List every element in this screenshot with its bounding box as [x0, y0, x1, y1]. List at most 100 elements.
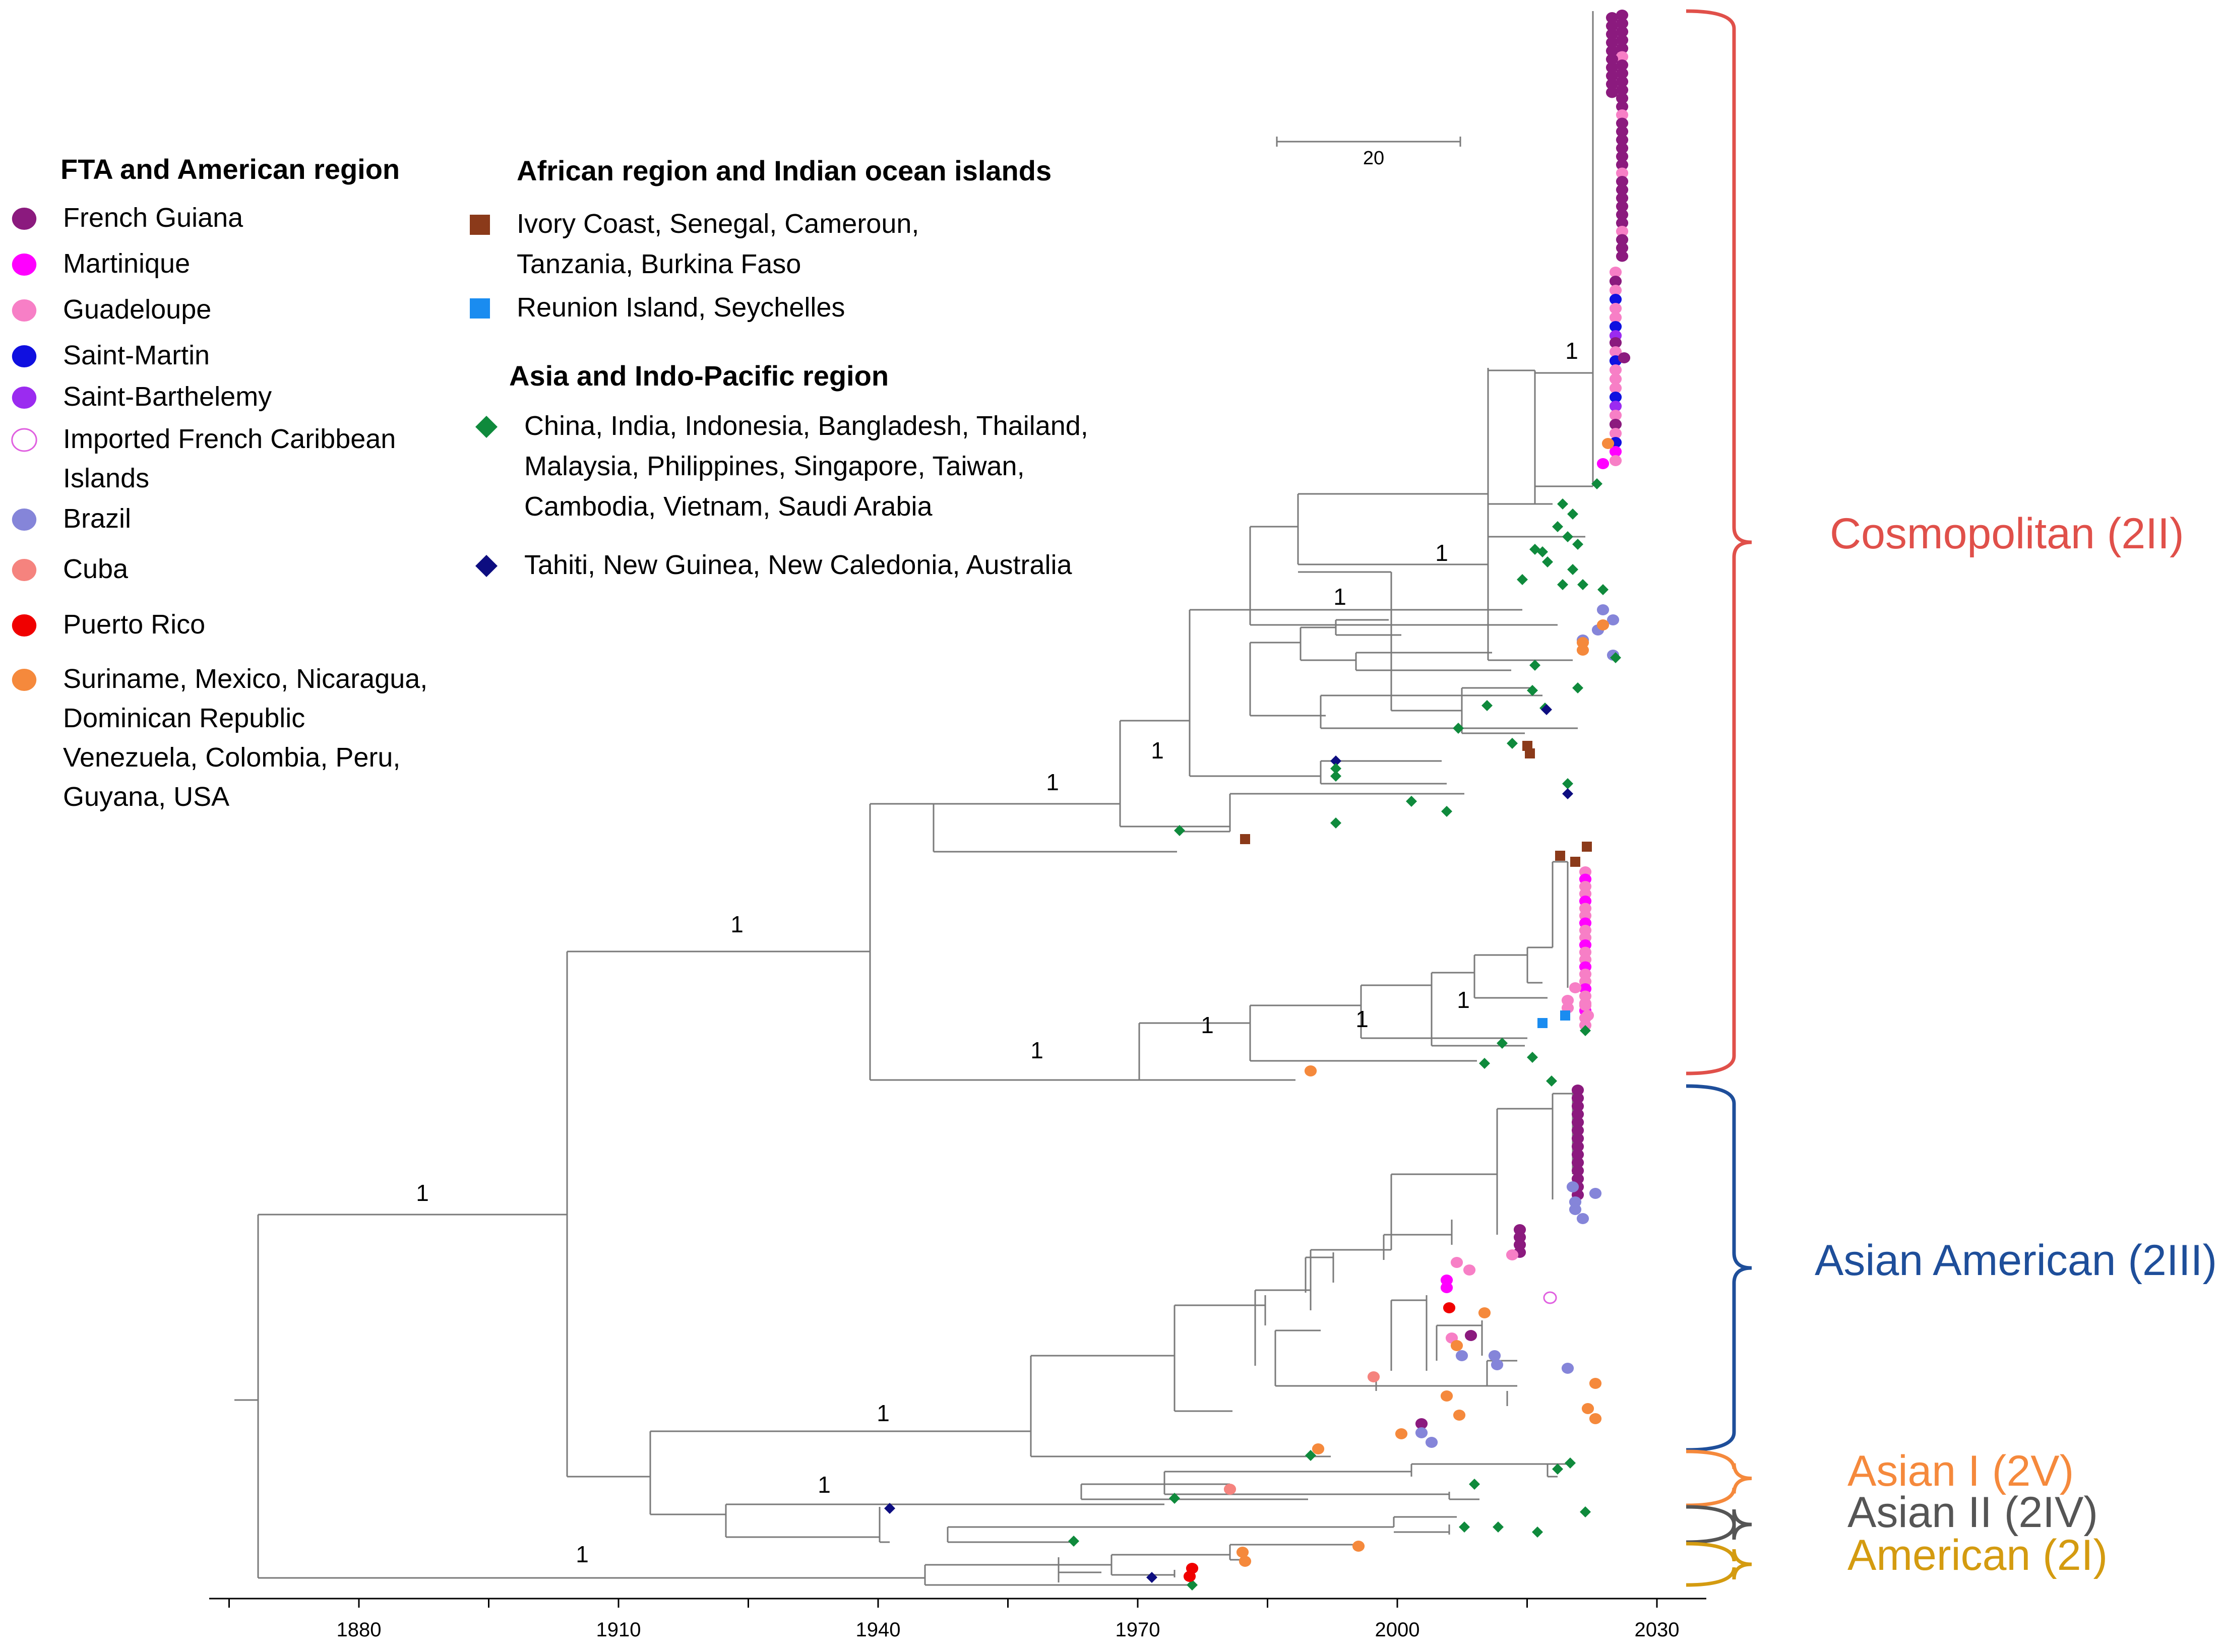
asia-legend-label: Malaysia, Philippines, Singapore, Taiwan…	[524, 451, 1025, 481]
tip-asia	[1305, 1450, 1316, 1461]
support-value-label: 1	[730, 911, 744, 937]
tip-asia	[1610, 652, 1621, 663]
tip-french_guiana	[1571, 1125, 1584, 1136]
tip-french_guiana	[1616, 209, 1629, 220]
tip-americas_other	[1596, 619, 1610, 630]
tip-brazil	[1425, 1437, 1438, 1448]
clade-brackets: Cosmopolitan (2II) Asian American (2III) A…	[1686, 9, 2217, 1587]
tip-french_guiana	[1609, 276, 1622, 287]
tip-french_guiana	[1464, 1330, 1477, 1341]
tip-french_guiana	[1606, 29, 1619, 40]
legend-fta-american-items: French Guiana Martinique Guadeloupe Saint-M…	[11, 203, 427, 812]
tip-imported_fci	[1543, 1291, 1557, 1304]
tip-asia	[1517, 574, 1528, 585]
tip-guadeloupe	[1609, 455, 1622, 466]
support-value-label: 1	[1565, 338, 1578, 364]
tip-americas_other	[1304, 1065, 1317, 1076]
tip-asia	[1479, 1058, 1490, 1069]
tip-martinique	[1596, 458, 1610, 469]
tip-asia	[1169, 1493, 1180, 1504]
tip-french_guiana	[1616, 84, 1629, 96]
tip-asia	[1597, 584, 1609, 595]
tip-guadeloupe	[1616, 226, 1629, 237]
tip-asia	[1542, 556, 1553, 567]
tip-asia	[1441, 806, 1452, 817]
tip-french_guiana	[1606, 79, 1619, 90]
tip-french_guiana	[1616, 151, 1629, 162]
tip-asia	[1562, 778, 1573, 789]
tip-french_guiana	[1616, 117, 1629, 129]
tip-americas_other	[1352, 1541, 1365, 1552]
support-value-label: 1	[1355, 1006, 1369, 1032]
legend-heading-asia: Asia and Indo-Pacific region	[509, 360, 889, 392]
tip-french_guiana	[1616, 26, 1629, 37]
fta-legend-label: Cuba	[63, 554, 129, 584]
tip-asia	[1567, 509, 1578, 520]
fta-legend-label: Puerto Rico	[63, 609, 205, 640]
axis-tick-label: 1940	[856, 1619, 901, 1641]
support-value-label: 1	[1435, 540, 1448, 566]
tip-guadeloupe	[1579, 1000, 1592, 1011]
clade-label: Asian American (2III)	[1815, 1236, 2217, 1285]
tip-guadeloupe	[1569, 982, 1582, 993]
tip-french_guiana	[1571, 1173, 1584, 1184]
tip-brazil	[1607, 614, 1620, 625]
tip-french_guiana	[1571, 1085, 1584, 1096]
support-value-label: 1	[1457, 987, 1470, 1013]
clade-bracket	[1686, 1542, 1752, 1587]
tip-africa	[1240, 834, 1250, 844]
tip-french_guiana	[1415, 1418, 1428, 1429]
tip-guadeloupe	[1616, 51, 1629, 62]
axis-tick-label: 1880	[337, 1619, 382, 1641]
fta-legend-label: Saint-Martin	[63, 340, 210, 370]
tip-americas_other	[1589, 1413, 1602, 1424]
tip-martinique	[1440, 1282, 1453, 1293]
clade-bracket	[1686, 1505, 1752, 1544]
tip-asia	[1567, 564, 1578, 575]
tip-asia	[1497, 1038, 1508, 1049]
tip-french_guiana	[1571, 1149, 1584, 1160]
clade-label: American (2I)	[1847, 1531, 2108, 1579]
tip-asia	[1565, 1457, 1576, 1469]
tip-french_guiana	[1616, 18, 1629, 29]
tree-branches	[234, 11, 1594, 1586]
support-value-label: 1	[416, 1180, 429, 1206]
tip-french_guiana	[1571, 1157, 1584, 1168]
tip-french_guiana	[1616, 176, 1629, 187]
tip-french_guiana	[1616, 193, 1629, 204]
tip-saint_martin	[1609, 294, 1622, 305]
fta-legend-label: Saint-Barthelemy	[63, 382, 272, 412]
tip-french_guiana	[1606, 20, 1619, 32]
tip-guadeloupe	[1609, 285, 1622, 296]
tip-guadeloupe	[1609, 383, 1622, 394]
axis-tick-label: 2030	[1635, 1619, 1680, 1641]
legend-heading-fta-american: FTA and American region	[60, 153, 400, 185]
asia-legend-label: Cambodia, Vietnam, Saudi Arabia	[524, 491, 933, 522]
clade-label: Asian I (2V)	[1847, 1447, 2074, 1495]
africa-legend-marker	[470, 298, 490, 319]
time-axis-ticks: 1880 1910 1940 1970 2000 2030	[228, 1599, 1680, 1641]
tip-guadeloupe	[1609, 303, 1622, 314]
tip-martinique	[1609, 446, 1622, 457]
tip-french_guiana	[1606, 12, 1619, 23]
tip-asia	[1068, 1536, 1079, 1547]
tip-french_guiana	[1606, 87, 1619, 98]
tip-americas_other	[1440, 1390, 1453, 1402]
support-value-label: 1	[877, 1400, 890, 1426]
fta-legend-label: French Guiana	[63, 203, 243, 233]
fta-legend-label: Martinique	[63, 248, 190, 279]
tip-brazil	[1569, 1204, 1582, 1215]
tip-guadeloupe	[1609, 373, 1622, 385]
legend-heading-africa: African region and Indian ocean islands	[517, 155, 1052, 186]
tip-africa	[1582, 842, 1592, 852]
clade-label: Asian II (2IV)	[1847, 1488, 2098, 1537]
tip-asia	[1469, 1479, 1480, 1490]
fta-legend-marker	[12, 614, 37, 637]
tip-americas_other	[1576, 645, 1589, 656]
tip-brazil	[1491, 1359, 1504, 1370]
fta-legend-marker	[12, 345, 37, 367]
fta-legend-label: Guyana, USA	[63, 782, 229, 812]
tip-asia	[1529, 544, 1540, 555]
tip-asia	[1532, 1527, 1543, 1538]
